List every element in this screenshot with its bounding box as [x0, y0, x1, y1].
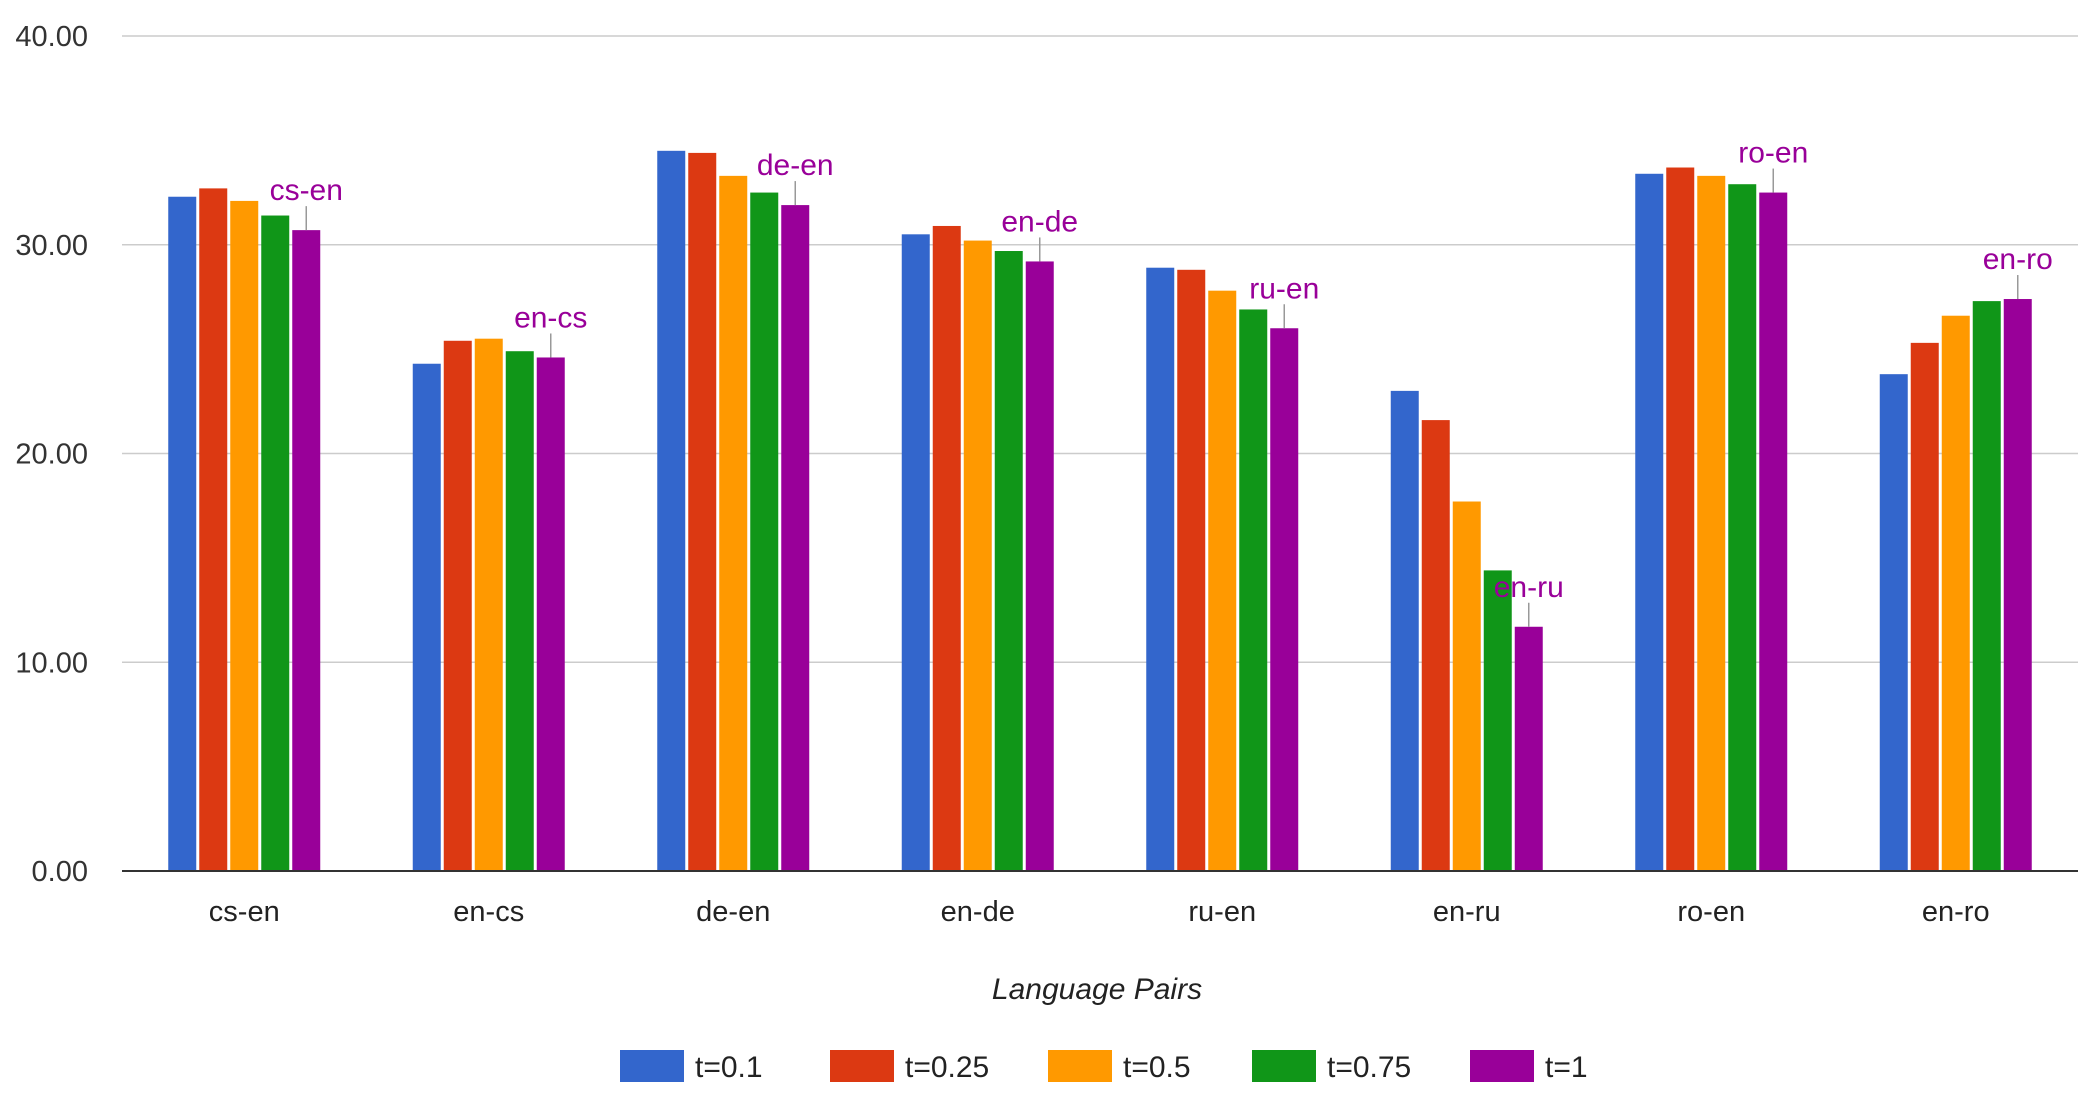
annotation-label: ru-en: [1249, 272, 1319, 305]
bar-t=0.75-en-ru: [1483, 570, 1512, 871]
bar-t=0.25-cs-en: [199, 188, 228, 871]
y-tick-label: 0.00: [32, 856, 88, 888]
legend-label: t=1: [1545, 1051, 1588, 1084]
x-category-label: en-ru: [1433, 896, 1501, 928]
bars: [168, 150, 2032, 872]
bar-t=0.5-de-en: [719, 175, 748, 872]
annotation-label: de-en: [757, 149, 834, 182]
x-category-label: en-ro: [1922, 896, 1990, 928]
bar-t=0.25-ro-en: [1666, 167, 1695, 871]
x-category-label: en-de: [941, 896, 1015, 928]
annotation-label: en-ru: [1494, 571, 1564, 604]
bar-t=0.25-ru-en: [1177, 269, 1206, 871]
bar-t=0.1-en-ru: [1390, 390, 1419, 871]
bar-t=1-en-de: [1025, 261, 1054, 871]
bar-t=0.1-de-en: [657, 150, 686, 871]
x-category-label: en-cs: [453, 896, 524, 928]
bar-t=0.5-en-de: [963, 240, 992, 871]
bar-t=1-cs-en: [292, 230, 321, 871]
y-tick-label: 30.00: [15, 230, 88, 262]
bar-t=0.75-ro-en: [1728, 184, 1757, 871]
bar-t=0.5-en-cs: [474, 338, 503, 871]
bar-t=1-ro-en: [1759, 192, 1788, 871]
bar-t=0.25-en-cs: [443, 340, 472, 871]
annotation-label: en-ro: [1983, 243, 2053, 276]
bar-t=0.5-en-ru: [1452, 501, 1481, 871]
legend-label: t=0.75: [1327, 1051, 1411, 1084]
bar-t=1-en-ro: [2003, 299, 2032, 871]
bar-t=1-en-cs: [536, 357, 565, 872]
bar-t=0.5-en-ro: [1941, 315, 1970, 872]
bar-t=1-de-en: [781, 205, 810, 871]
bar-t=0.5-ru-en: [1208, 290, 1237, 871]
legend-label: t=0.5: [1123, 1051, 1191, 1084]
bar-annotations: cs-en en-cs de-en en-de ru-en en-ru ro-en en-ro: [270, 137, 2053, 627]
y-axis-tick-labels: 0.00 10.00 20.00 30.00 40.00: [15, 21, 88, 888]
x-category-label: de-en: [696, 896, 770, 928]
legend-swatch: [830, 1050, 894, 1082]
annotation-label: en-de: [1001, 205, 1078, 238]
bar-t=0.75-en-de: [994, 251, 1023, 871]
bar-t=0.1-ro-en: [1635, 173, 1664, 871]
y-tick-label: 10.00: [15, 647, 88, 679]
bar-t=0.25-en-de: [932, 225, 961, 871]
legend-swatch: [620, 1050, 684, 1082]
bar-t=0.25-de-en: [688, 152, 717, 871]
x-category-label: ro-en: [1677, 896, 1745, 928]
bar-t=0.75-cs-en: [261, 215, 290, 871]
legend-swatch: [1252, 1050, 1316, 1082]
bar-t=0.1-en-de: [901, 234, 930, 871]
bar-t=0.25-en-ro: [1910, 342, 1939, 871]
bar-t=1-en-ru: [1514, 626, 1543, 871]
bar-t=0.1-en-ro: [1879, 374, 1908, 871]
bar-t=0.1-cs-en: [168, 196, 197, 872]
legend-swatch: [1470, 1050, 1534, 1082]
legend-label: t=0.1: [695, 1051, 763, 1084]
bar-t=0.75-de-en: [750, 192, 779, 871]
bar-t=0.75-en-cs: [505, 351, 534, 871]
bar-t=0.75-ru-en: [1239, 309, 1268, 871]
y-tick-label: 20.00: [15, 439, 88, 471]
legend: t=0.1 t=0.25 t=0.5 t=0.75 t=1: [620, 1050, 1588, 1084]
annotation-label: en-cs: [514, 301, 587, 334]
legend-label: t=0.25: [905, 1051, 989, 1084]
x-category-label: ru-en: [1188, 896, 1256, 928]
annotation-label: cs-en: [270, 174, 343, 207]
x-axis-title: Language Pairs: [992, 973, 1202, 1006]
bar-t=0.5-cs-en: [230, 200, 259, 872]
y-tick-label: 40.00: [15, 21, 88, 53]
bar-t=1-ru-en: [1270, 328, 1299, 871]
bar-t=0.1-en-cs: [412, 363, 441, 871]
x-axis-category-labels: cs-en en-cs de-en en-de ru-en en-ru ro-en en-ro: [209, 896, 1990, 928]
bar-t=0.1-ru-en: [1146, 267, 1175, 871]
x-category-label: cs-en: [209, 896, 280, 928]
bar-t=0.75-en-ro: [1972, 301, 2001, 871]
legend-swatch: [1048, 1050, 1112, 1082]
bar-t=0.5-ro-en: [1697, 175, 1726, 872]
annotation-label: ro-en: [1738, 137, 1808, 170]
bar-t=0.25-en-ru: [1421, 420, 1450, 871]
